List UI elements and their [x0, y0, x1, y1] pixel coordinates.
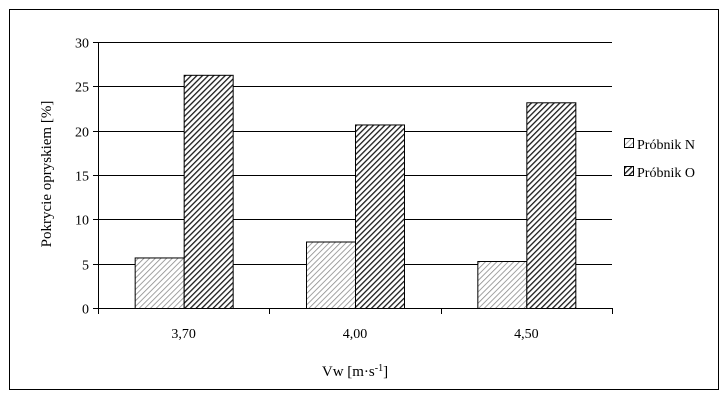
y-tick-label: 0 — [82, 303, 89, 318]
legend-swatch — [624, 166, 634, 176]
x-tick-label: 4,00 — [343, 327, 368, 342]
y-axis-label: Pokrycie opryskiem [%] — [39, 101, 55, 248]
bar-probnik-n-1 — [306, 241, 356, 309]
y-tick-label: 10 — [75, 214, 89, 229]
legend-swatch — [624, 138, 634, 148]
y-tick-label: 30 — [75, 37, 89, 52]
bars — [134, 74, 577, 309]
x-tick-label: 3,70 — [171, 327, 196, 342]
y-tick-labels: 0 5 10 15 20 25 30 — [75, 37, 98, 318]
y-tick-label: 25 — [75, 81, 89, 96]
x-axis-label: Vw [m·s-1] — [322, 363, 388, 381]
y-tick-label: 15 — [75, 170, 89, 185]
bar-probnik-n-0 — [134, 257, 185, 309]
legend: Próbnik N Próbnik O — [624, 138, 695, 181]
legend-label: Próbnik N — [637, 138, 695, 153]
y-tick-label: 20 — [75, 126, 89, 141]
axes — [98, 42, 612, 309]
bar-probnik-o-2 — [526, 102, 577, 309]
bar-probnik-n-2 — [477, 261, 528, 309]
bar-probnik-o-1 — [355, 124, 405, 309]
legend-label: Próbnik O — [637, 166, 695, 181]
y-tick-label: 5 — [82, 259, 89, 274]
x-tick-labels: 3,70 4,00 4,50 — [98, 308, 613, 342]
x-tick-label: 4,50 — [514, 327, 539, 342]
chart-frame — [9, 9, 719, 390]
bar-probnik-o-0 — [183, 74, 234, 309]
